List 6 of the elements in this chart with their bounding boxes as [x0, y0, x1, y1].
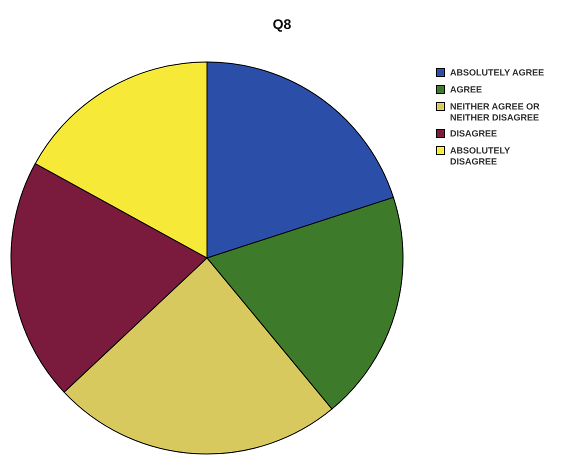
legend-label: AGREE	[450, 84, 482, 94]
legend-label: NEITHER AGREE OR NEITHER DISAGREE	[450, 102, 540, 122]
legend-label: DISAGREE	[450, 128, 498, 138]
legend-label: ABSOLUTELY AGREE	[450, 68, 544, 78]
chart-title: Q8	[272, 16, 292, 32]
legend-label: ABSOLUTELY DISAGREE	[450, 146, 510, 166]
